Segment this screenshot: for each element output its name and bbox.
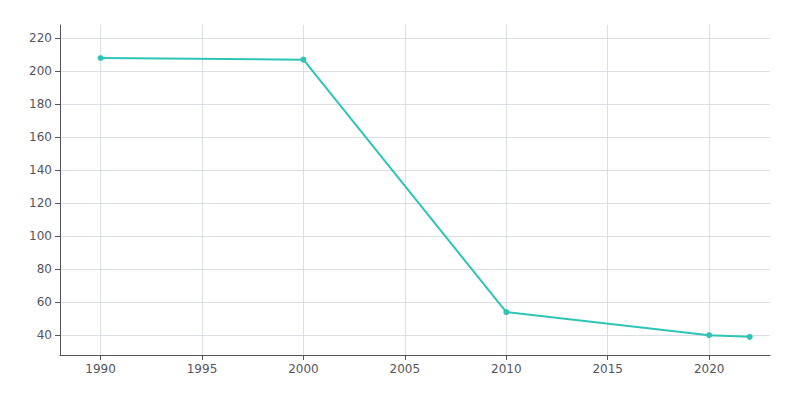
svg-text:60: 60 bbox=[37, 295, 52, 309]
svg-text:120: 120 bbox=[29, 196, 52, 210]
svg-text:140: 140 bbox=[29, 163, 52, 177]
svg-text:2005: 2005 bbox=[390, 362, 421, 376]
svg-text:1990: 1990 bbox=[85, 362, 116, 376]
svg-text:1995: 1995 bbox=[187, 362, 218, 376]
svg-text:2020: 2020 bbox=[694, 362, 725, 376]
svg-text:100: 100 bbox=[29, 229, 52, 243]
svg-text:2010: 2010 bbox=[491, 362, 522, 376]
svg-text:200: 200 bbox=[29, 64, 52, 78]
svg-text:160: 160 bbox=[29, 130, 52, 144]
svg-text:2015: 2015 bbox=[592, 362, 623, 376]
svg-text:220: 220 bbox=[29, 31, 52, 45]
svg-text:2000: 2000 bbox=[288, 362, 319, 376]
svg-text:180: 180 bbox=[29, 97, 52, 111]
svg-text:40: 40 bbox=[37, 328, 52, 342]
svg-text:80: 80 bbox=[37, 262, 52, 276]
